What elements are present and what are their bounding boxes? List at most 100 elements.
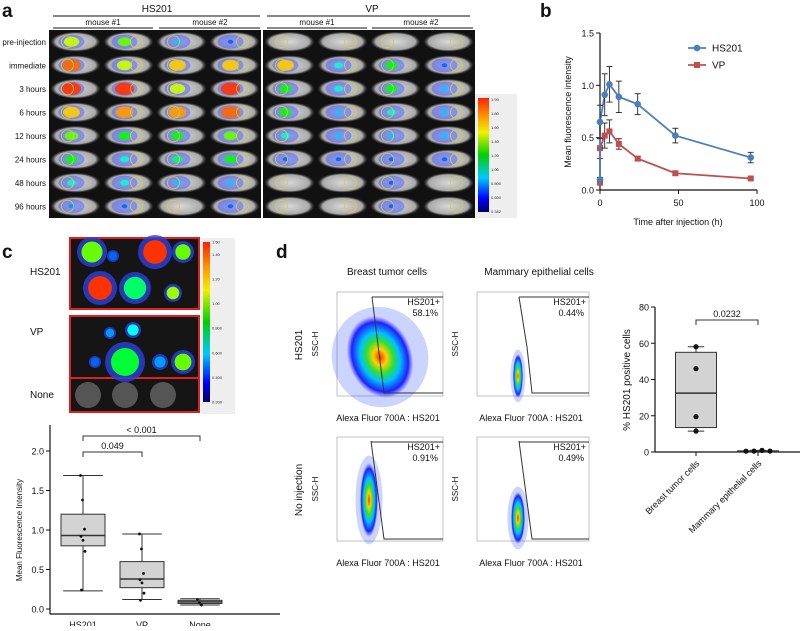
x-tick-label: 0	[597, 198, 602, 208]
mouse-image	[156, 196, 207, 217]
mouse-image	[317, 172, 368, 193]
y-axis-label: Mean fluorescence intensity	[563, 56, 573, 168]
colorbar-tick: 0.600	[491, 195, 502, 200]
mouse-image	[264, 31, 315, 52]
x-tick-label: 100	[749, 198, 764, 208]
signal-blob	[67, 179, 76, 186]
panel-c-box-plot: 0.0 0.5 1.0 1.5 2.0 Mean Fluorescence Intensi…	[15, 425, 280, 630]
signal-blob	[64, 131, 79, 141]
roi-circle	[381, 105, 394, 119]
data-point	[747, 175, 754, 182]
data-point	[596, 118, 604, 126]
y-tick-label: 80	[639, 303, 649, 313]
flow-column-title: Mammary epithelial cells	[484, 267, 593, 278]
gate-percentage: 0.91%	[412, 453, 438, 463]
data-point	[601, 91, 609, 99]
signal-blob	[281, 132, 290, 139]
colorbar-tick: 1.40	[491, 139, 500, 144]
row-label: 6 hours	[19, 108, 46, 117]
y-tick-label: 0.0	[31, 605, 44, 615]
mouse-image	[317, 31, 368, 52]
mouse-image	[264, 172, 315, 193]
legend-label: VP	[712, 61, 726, 72]
series-line-hs201	[599, 82, 751, 180]
roi-circle	[275, 58, 288, 72]
gate-label: HS201+	[407, 297, 440, 307]
tissue-signal	[105, 328, 115, 338]
legend-marker	[693, 44, 701, 52]
panel-c-ex-vivo-images: HS201 VP None 1.50 1.40 1.20 1.00 0.800 0.600 0.…	[30, 235, 235, 414]
signal-blob	[282, 157, 289, 162]
roi-circle	[61, 152, 74, 166]
roi-circle	[130, 35, 143, 49]
roi-circle	[381, 35, 394, 49]
signal-blob	[173, 39, 182, 45]
group-title-vp: VP	[365, 4, 379, 15]
signal-blob	[387, 133, 396, 139]
flow-plot-frame	[336, 436, 444, 542]
tissue-signal	[81, 241, 103, 263]
signal-blob	[385, 61, 398, 70]
flow-plot-frame	[476, 291, 590, 397]
legend-marker	[694, 62, 700, 68]
y-tick-label: 20	[639, 411, 649, 421]
tissue-signal	[175, 244, 191, 260]
roi-circle	[236, 105, 249, 119]
panel-b-line-chart: 0.0 0.5 1.0 1.5 0 50 100 Time after injection (…	[563, 29, 765, 228]
mouse-image	[423, 31, 474, 52]
panel-a-imaging: HS201 VP mouse #1 mouse #2 mouse #1 mous…	[2, 4, 517, 218]
signal-blob	[440, 109, 449, 115]
signal-blob	[441, 63, 448, 68]
colorbar-tick: 0.800	[212, 326, 223, 331]
data-point	[693, 344, 699, 350]
signal-blob	[117, 37, 132, 47]
y-tick-label: 60	[639, 339, 649, 349]
colorbar-tick: 1.50	[212, 240, 221, 245]
colorbar-tick: 0.200	[212, 400, 223, 405]
roi-circle	[130, 105, 143, 119]
tissue-image	[75, 382, 101, 408]
signal-blob	[171, 131, 184, 140]
mouse-image	[370, 31, 421, 52]
roi-circle	[381, 129, 394, 143]
roi-circle	[275, 35, 288, 49]
signal-blob	[172, 155, 183, 163]
signal-blob	[169, 83, 186, 94]
roi-circle	[167, 199, 180, 213]
signal-blob	[388, 204, 395, 209]
data-point	[198, 601, 201, 605]
roi-circle	[130, 58, 143, 72]
x-tick-label: Breast tumor cells	[643, 458, 701, 516]
signal-blob	[226, 180, 235, 186]
flow-x-label: Alexa Fluor 700A : HS201	[479, 413, 583, 423]
roi-circle	[450, 199, 463, 213]
data-point	[693, 414, 699, 420]
signal-blob	[115, 106, 134, 118]
colorbar-tick: 1.40	[212, 252, 221, 257]
roi-circle	[275, 199, 288, 213]
density-cloud	[511, 492, 525, 544]
mouse-image	[317, 196, 368, 217]
gate-outline	[371, 296, 443, 394]
data-point	[138, 532, 141, 536]
data-point	[139, 598, 142, 602]
density-cloud	[513, 354, 523, 398]
signal-blob	[277, 59, 294, 71]
data-point	[751, 448, 757, 454]
signal-blob	[388, 180, 395, 185]
y-axis-label: % HS201 positive cells	[622, 329, 633, 431]
roi-circle	[381, 199, 394, 213]
roi-circle	[236, 199, 249, 213]
data-point	[138, 578, 142, 582]
y-tick-label: 0	[644, 448, 649, 458]
panel-d-box-plot: 0 20 40 60 80 % HS201 positive cells Breast tu…	[622, 303, 800, 535]
colorbar-tick: 1.20	[212, 276, 221, 281]
colorbar-tick: 1.80	[491, 111, 500, 116]
mouse-label: mouse #2	[403, 18, 439, 27]
data-point	[140, 581, 144, 585]
signal-blob	[121, 204, 128, 209]
data-point	[634, 100, 641, 108]
roi-circle	[344, 82, 357, 96]
signal-blob	[224, 155, 237, 164]
gate-percentage: 58.1%	[412, 308, 438, 318]
